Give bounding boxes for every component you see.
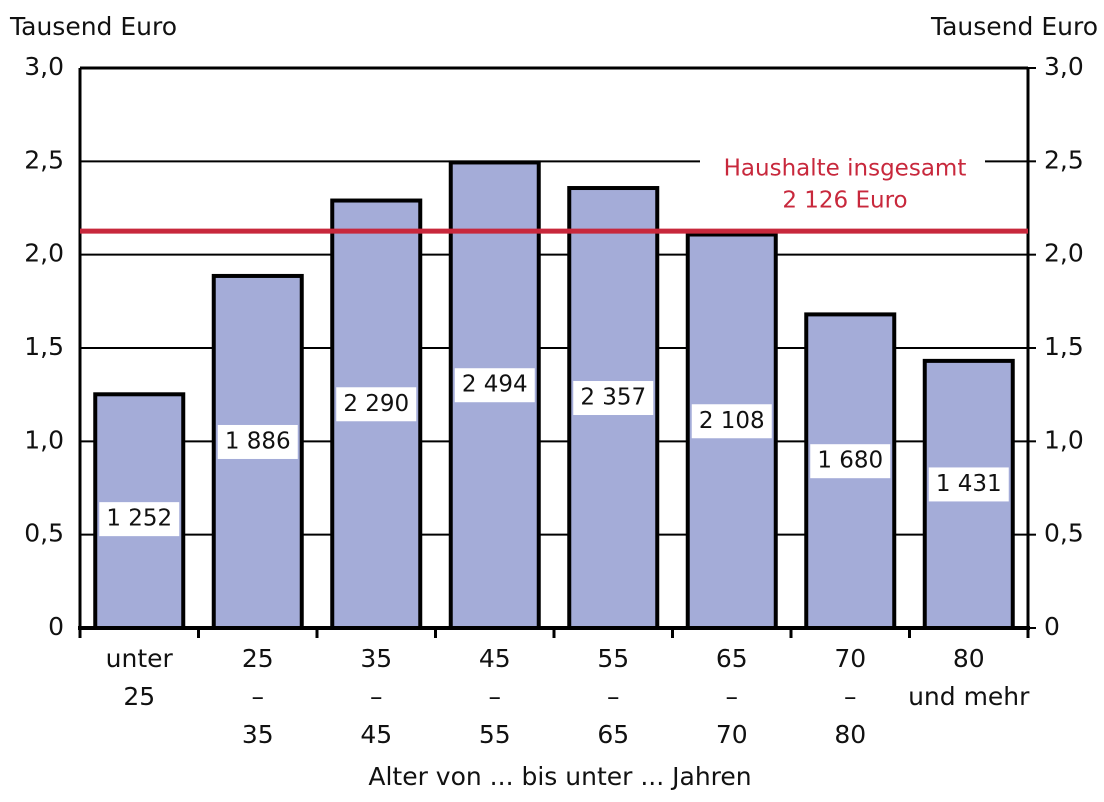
y-axis-title: Tausend Euro (9, 12, 177, 41)
x-tick-label: 35 (360, 644, 392, 673)
y2-axis-title: Tausend Euro (930, 12, 1098, 41)
x-tick-label: – (252, 682, 265, 711)
x-tick-label: – (844, 682, 857, 711)
value-label: 2 290 (343, 391, 409, 417)
x-tick-label: – (489, 682, 502, 711)
y2-tick-label: 1,0 (1044, 425, 1084, 454)
value-label-bg (99, 502, 180, 537)
x-tick-label: 55 (597, 644, 629, 673)
reference-label-bg (700, 150, 985, 220)
value-label: 1 680 (817, 448, 883, 474)
value-label: 1 886 (225, 428, 291, 454)
value-label: 1 431 (936, 471, 1002, 497)
x-tick-label: 65 (716, 644, 748, 673)
x-tick-label: unter (106, 644, 174, 673)
value-label: 2 494 (462, 372, 528, 398)
reference-label: Haushalte insgesamt (724, 156, 967, 182)
y-tick-label: 1,0 (24, 425, 64, 454)
value-label: 2 108 (699, 408, 765, 434)
x-tick-label: – (726, 682, 739, 711)
y-tick-label: 0 (48, 612, 64, 641)
y-tick-label: 1,5 (24, 332, 64, 361)
x-tick-label: 45 (479, 644, 511, 673)
x-tick-label: und mehr (908, 682, 1030, 711)
x-tick-label: – (370, 682, 383, 711)
y2-tick-label: 0 (1044, 612, 1060, 641)
x-tick-label: 55 (479, 720, 511, 749)
value-label-bg (336, 387, 417, 422)
y2-tick-label: 0,5 (1044, 519, 1084, 548)
x-tick-label: 70 (716, 720, 748, 749)
y2-tick-label: 2,5 (1044, 145, 1084, 174)
value-label: 1 252 (106, 506, 172, 532)
y-tick-label: 2,0 (24, 239, 64, 268)
x-tick-label: 25 (242, 644, 274, 673)
value-label-bg (454, 368, 535, 403)
x-tick-label: 80 (834, 720, 866, 749)
y-tick-label: 3,0 (24, 52, 64, 81)
x-tick-label: 65 (597, 720, 629, 749)
value-label-bg (691, 404, 772, 439)
value-label-bg (217, 424, 298, 459)
x-tick-label: 35 (242, 720, 274, 749)
value-label-bg (928, 467, 1009, 502)
value-label-bg (573, 381, 654, 416)
y-tick-label: 2,5 (24, 145, 64, 174)
x-axis-title: Alter von ... bis unter ... Jahren (368, 762, 751, 791)
reference-label: 2 126 Euro (782, 188, 907, 214)
x-tick-label: 70 (834, 644, 866, 673)
value-label: 2 357 (580, 385, 646, 411)
value-label-bg (810, 444, 891, 479)
y2-tick-label: 2,0 (1044, 239, 1084, 268)
x-tick-label: 45 (360, 720, 392, 749)
x-tick-label: 25 (123, 682, 155, 711)
y-tick-label: 0,5 (24, 519, 64, 548)
y2-tick-label: 3,0 (1044, 52, 1084, 81)
x-tick-label: – (607, 682, 620, 711)
y2-tick-label: 1,5 (1044, 332, 1084, 361)
x-tick-label: 80 (953, 644, 985, 673)
